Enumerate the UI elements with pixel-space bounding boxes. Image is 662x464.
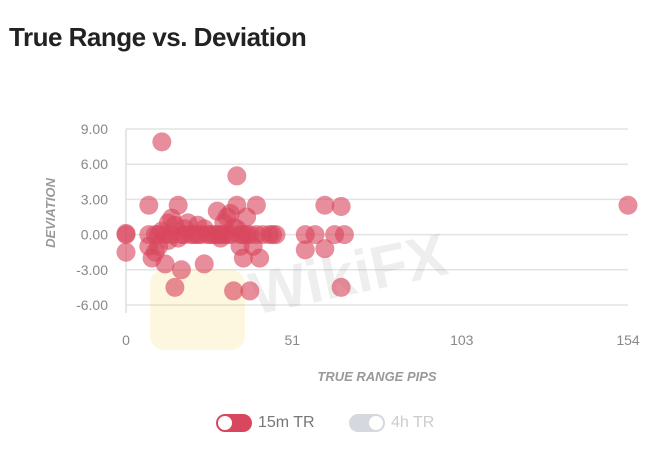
chart-title: True Range vs. Deviation	[9, 22, 307, 52]
data-point	[334, 225, 354, 245]
data-point	[295, 240, 315, 260]
toggle-off[interactable]	[349, 414, 385, 432]
legend-label: 15m TR	[258, 414, 315, 431]
y-tick-label: 9.00	[81, 121, 108, 137]
legend-label: 4h TR	[391, 414, 435, 431]
y-axis-label: DEVIATION	[43, 177, 58, 247]
data-point	[227, 166, 247, 186]
data-point	[618, 195, 638, 215]
data-point	[188, 225, 208, 245]
y-tick-label: -3.00	[76, 262, 108, 278]
y-tick-label: 6.00	[81, 156, 108, 172]
y-tick-label: 3.00	[81, 191, 108, 207]
legend-item-4h[interactable]: 4h TR	[349, 414, 434, 432]
data-point	[171, 260, 191, 280]
data-point	[116, 242, 136, 262]
data-point	[305, 225, 325, 245]
data-point	[250, 248, 270, 268]
data-point	[194, 254, 214, 274]
data-point	[315, 239, 335, 259]
y-tick-label: -6.00	[76, 297, 108, 313]
data-point	[139, 195, 159, 215]
data-point	[152, 132, 172, 152]
y-tick-label: 0.00	[81, 227, 108, 243]
x-axis-label: TRUE RANGE PIPS	[317, 369, 437, 384]
x-tick-label: 154	[616, 332, 640, 348]
data-point	[149, 236, 169, 256]
data-point	[315, 195, 335, 215]
data-point	[162, 208, 182, 228]
data-point	[331, 277, 351, 297]
data-point	[331, 196, 351, 216]
data-point	[240, 281, 260, 301]
data-point	[217, 207, 237, 227]
data-point	[263, 225, 283, 245]
x-tick-label: 0	[122, 332, 130, 348]
x-tick-label: 51	[284, 332, 300, 348]
data-point	[246, 195, 266, 215]
legend-item-15m[interactable]: 15m TR	[216, 414, 315, 432]
data-point	[224, 281, 244, 301]
data-point	[230, 236, 250, 256]
data-point	[165, 277, 185, 297]
data-point	[116, 223, 136, 243]
x-tick-label: 103	[450, 332, 474, 348]
data-point	[211, 228, 231, 248]
toggle-on[interactable]	[216, 414, 252, 432]
